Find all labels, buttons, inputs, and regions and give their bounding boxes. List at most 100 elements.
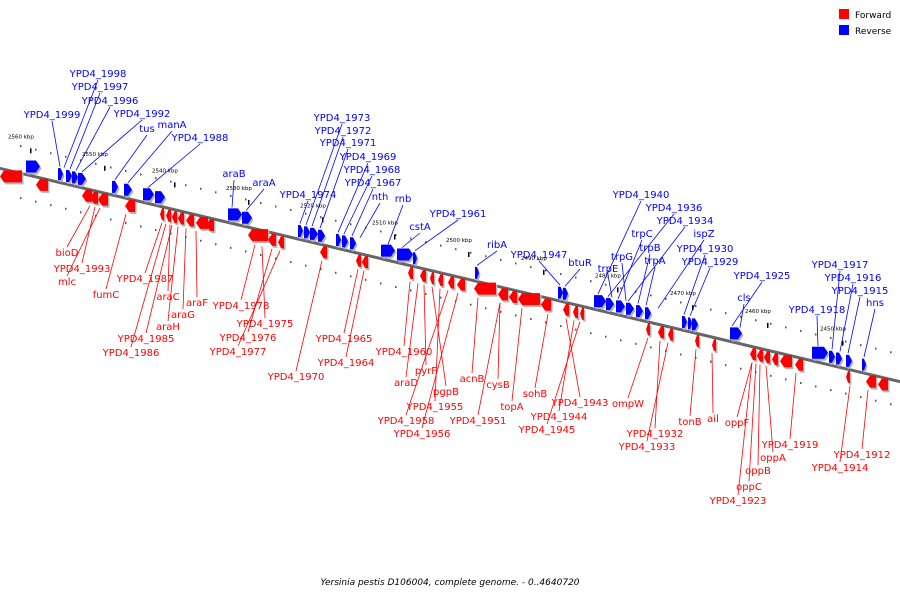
tick-label: 2490 kbp [521, 256, 547, 262]
tick-label: 2510 kbp [372, 221, 398, 227]
axis-dot [170, 180, 172, 183]
forward-gene-arrow [846, 370, 850, 383]
gene-label: araD [394, 378, 418, 389]
axis-dot [830, 389, 832, 392]
axis-dot [470, 303, 472, 306]
genome-axis [0, 166, 900, 384]
gene-label: YPD4_1987 [116, 274, 174, 285]
axis-dot [275, 257, 277, 260]
forward-gene-arrow [98, 193, 108, 206]
leader-line [434, 288, 441, 402]
axis-dot [395, 285, 397, 288]
label-leaders [51, 79, 876, 496]
axis-dot [35, 200, 37, 203]
leader-line [627, 226, 686, 302]
axis-dot [50, 152, 52, 155]
tick-dots [20, 145, 892, 406]
axis-dot [785, 326, 787, 329]
gene-label: pgpB [433, 387, 459, 398]
reverse-gene-arrow [342, 235, 348, 248]
gene-label: YPD4_1967 [344, 178, 402, 189]
forward-gene-arrow [573, 306, 578, 319]
axis-dot [35, 148, 37, 151]
axis-dot [770, 322, 772, 325]
axis-dot [305, 212, 307, 215]
leader-line [736, 362, 753, 418]
forward-gene-arrow [563, 303, 569, 316]
axis-dot [395, 233, 397, 236]
leader-line [711, 353, 714, 414]
leader-line [597, 200, 642, 295]
leader-line [863, 308, 876, 358]
forward-gene-arrow [82, 189, 92, 202]
forward-gene-arrow [712, 339, 716, 352]
reverse-gene-arrow [846, 354, 852, 367]
gene-label: YPD4_1970 [267, 372, 325, 383]
axis-dot [770, 374, 772, 377]
reverse-gene-arrow [72, 171, 78, 184]
legend-forward-label: Forward [855, 11, 892, 21]
gene-label: YPD4_1996 [81, 96, 139, 107]
leader-line [295, 260, 323, 372]
leader-line [431, 286, 447, 387]
gene-label: YPD4_1947 [510, 250, 568, 261]
axis-dot [125, 221, 127, 224]
gene-label: YPD4_1917 [811, 260, 869, 271]
forward-gene-arrow [448, 276, 454, 289]
leader-line [147, 143, 201, 188]
axis-dot [635, 342, 637, 345]
leader-line [195, 230, 198, 298]
axis-dot [875, 399, 877, 402]
reverse-gene-arrow [475, 266, 479, 279]
leader-line [471, 297, 479, 374]
leader-line [167, 226, 179, 322]
leader-line [359, 202, 381, 238]
leader-line [75, 106, 111, 171]
gene-label: acnB [460, 374, 485, 385]
gene-label: rnb [395, 194, 412, 205]
axis-dot [590, 332, 592, 335]
leader-line [66, 207, 101, 277]
gene-label: cls [737, 293, 751, 304]
forward-gene-arrow [668, 328, 673, 341]
axis-dot [245, 250, 247, 253]
gene-label: YPD4_1993 [53, 264, 111, 275]
forward-gene-arrow [206, 219, 214, 232]
axis-dot [365, 278, 367, 281]
gene-label: YPD4_1985 [117, 334, 175, 345]
axis-dot [275, 205, 277, 208]
gene-label: manA [157, 120, 186, 131]
reverse-gene-arrow [350, 237, 356, 250]
leader-line [497, 302, 501, 380]
axis-dot [125, 169, 127, 172]
reverse-gene-arrow [58, 168, 63, 181]
axis-dot [725, 312, 727, 315]
axis-dot [230, 246, 232, 249]
reverse-gene-arrow [692, 318, 698, 331]
gene-label: YPD4_1918 [788, 305, 846, 316]
gene-label: YPD4_1977 [209, 347, 267, 358]
axis-dot [185, 184, 187, 187]
leader-line [621, 262, 627, 301]
gene-label: YPD4_1988 [171, 133, 229, 144]
legend-reverse-label: Reverse [855, 27, 892, 37]
gene-label: YPD4_1916 [824, 273, 882, 284]
gene-label: ail [707, 414, 719, 425]
forward-gene-arrow [795, 358, 803, 371]
axis-dot [515, 314, 517, 317]
gene-label: YPD4_1997 [71, 82, 129, 93]
gene-label: YPD4_1934 [656, 216, 714, 227]
reverse-gene-arrow [829, 350, 835, 363]
gene-label: YPD4_1986 [102, 348, 160, 359]
axis-dot [155, 229, 157, 232]
axis-dot [785, 378, 787, 381]
axis-dot [815, 333, 817, 336]
tick-mark [174, 182, 176, 188]
axis-dot [620, 339, 622, 342]
axis-dot [800, 381, 802, 384]
leader-line [414, 219, 459, 252]
axis-dot [455, 248, 457, 251]
reverse-gene-arrow [594, 295, 606, 308]
legend-reverse: Reverse [839, 25, 891, 37]
leader-line [245, 188, 265, 211]
